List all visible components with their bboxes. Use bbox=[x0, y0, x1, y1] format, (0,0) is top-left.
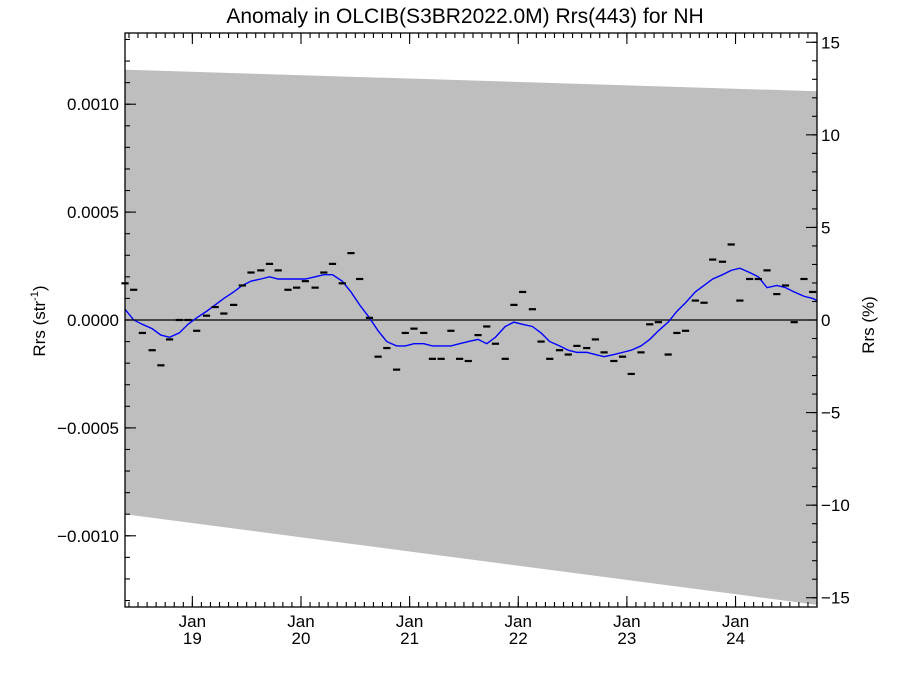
x-tick-month: Jan bbox=[722, 612, 749, 631]
y2-tick-label: 15 bbox=[821, 33, 840, 52]
monthly-anomaly-points bbox=[121, 243, 817, 376]
plot-area bbox=[121, 69, 818, 605]
x-tick-month: Jan bbox=[179, 612, 206, 631]
right-y-axis: 15 10 5 0 −5 −10 −15 bbox=[806, 33, 850, 608]
chart-title: Anomaly in OLCIB(S3BR2022.0M) Rrs(443) f… bbox=[226, 5, 703, 28]
right-y-axis-title: Rrs (%) bbox=[859, 296, 878, 354]
y-axis-title: Rrs (str-1) bbox=[29, 285, 49, 356]
x-tick-month: Jan bbox=[287, 612, 314, 631]
y-axis-title-text: Rrs (str bbox=[30, 301, 49, 357]
y-tick-label: −0.0005 bbox=[57, 419, 119, 438]
y-tick-label: −0.0010 bbox=[57, 527, 119, 546]
y-tick-label: 0.0010 bbox=[67, 95, 119, 114]
x-tick-month: Jan bbox=[396, 612, 423, 631]
y2-tick-label: 5 bbox=[821, 218, 830, 237]
y2-tick-label: 0 bbox=[821, 311, 830, 330]
x-tick-year: 22 bbox=[509, 629, 528, 648]
y2-tick-label: −15 bbox=[821, 589, 850, 608]
x-tick-month: Jan bbox=[613, 612, 640, 631]
left-y-axis: 0.0010 0.0005 0.0000 −0.0005 −0.0010 bbox=[57, 38, 136, 602]
x-tick-year: 20 bbox=[292, 629, 311, 648]
y-tick-label: 0.0000 bbox=[67, 311, 119, 330]
y-axis-title-superscript: -1 bbox=[29, 291, 41, 301]
x-tick-year: 19 bbox=[183, 629, 202, 648]
y-axis-title-close: ) bbox=[30, 285, 49, 291]
y2-tick-label: 10 bbox=[821, 126, 840, 145]
uncertainty-band bbox=[125, 69, 817, 605]
x-tick-year: 24 bbox=[726, 629, 745, 648]
x-tick-month: Jan bbox=[505, 612, 532, 631]
x-tick-year: 23 bbox=[617, 629, 636, 648]
y2-tick-label: −5 bbox=[821, 404, 840, 423]
y-tick-label: 0.0005 bbox=[67, 203, 119, 222]
x-tick-year: 21 bbox=[400, 629, 419, 648]
y2-tick-label: −10 bbox=[821, 496, 850, 515]
